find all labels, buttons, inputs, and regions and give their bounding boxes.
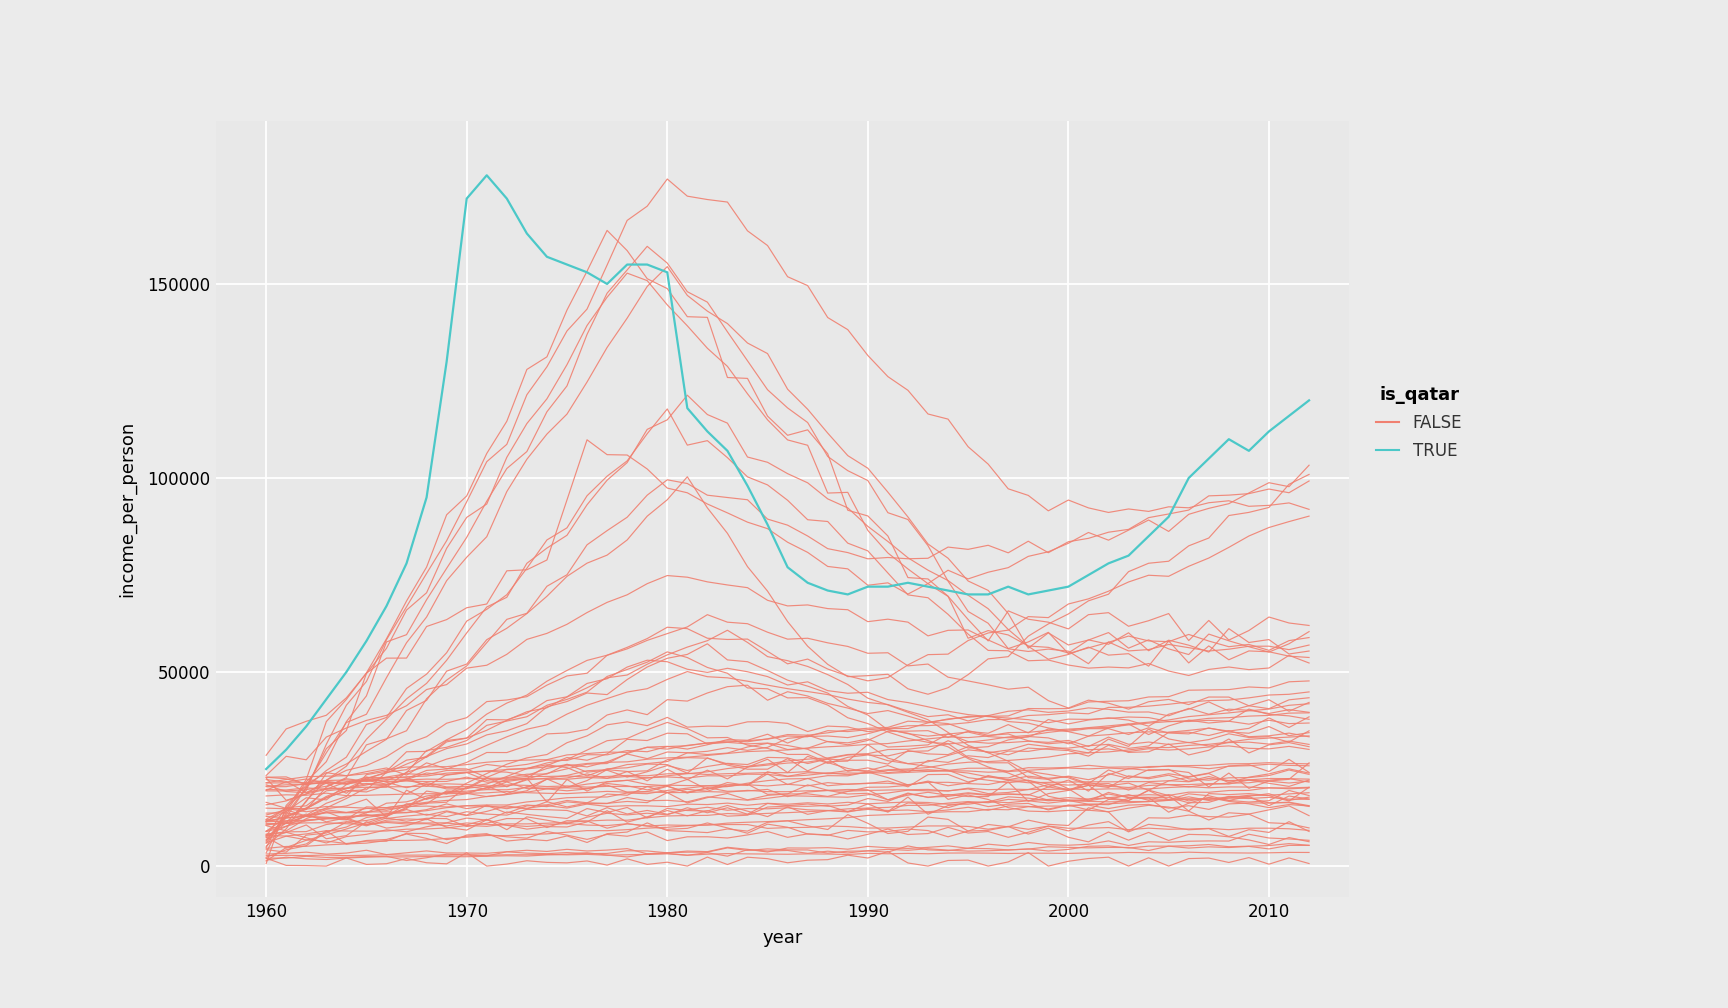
Legend: FALSE, TRUE: FALSE, TRUE	[1369, 378, 1471, 469]
X-axis label: year: year	[762, 929, 804, 947]
Y-axis label: income_per_person: income_per_person	[118, 421, 137, 597]
